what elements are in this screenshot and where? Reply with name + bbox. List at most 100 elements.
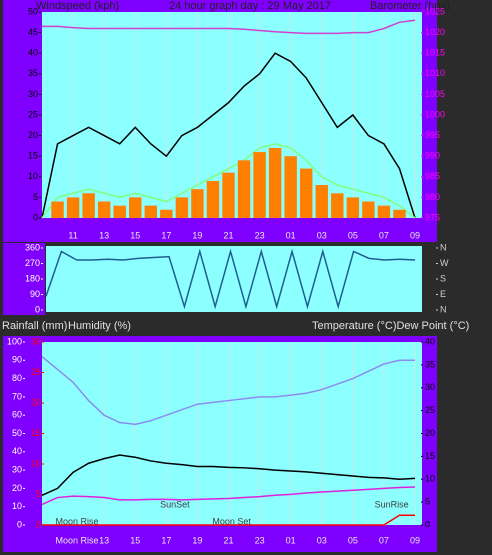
x-tick-label: 13 xyxy=(99,535,109,545)
y-tick-label: 0 xyxy=(36,519,41,529)
y-tick-label: 25 xyxy=(28,109,38,119)
x-tick-label: 19 xyxy=(192,535,202,545)
bar xyxy=(175,197,189,218)
y-tick-label: 20 xyxy=(425,428,435,438)
axis-title: Temperature (°C)Dew Point (°C) xyxy=(312,320,469,332)
bar xyxy=(129,197,142,218)
y-tick-label: 50 xyxy=(12,428,22,438)
y-tick-label: 5 xyxy=(425,497,430,507)
y-tick-label: 40 xyxy=(425,336,435,346)
y-tick-label: 15 xyxy=(425,451,435,461)
y-tick-label: 40 xyxy=(12,446,22,456)
y-tick-label: 1020 xyxy=(425,27,445,37)
x-tick-label: 15 xyxy=(130,535,140,545)
y-tick-label: 270 xyxy=(25,258,40,268)
x-tick-label: 11 xyxy=(68,230,77,240)
data-line xyxy=(45,248,416,310)
y-tick-label: 980 xyxy=(425,192,440,202)
x-tick-label: 17 xyxy=(161,230,171,240)
y-tick-label: 15 xyxy=(31,428,41,438)
axis-title: Rainfall (mm) xyxy=(2,320,67,332)
annotation: Moon Rise xyxy=(55,516,98,526)
x-tick-label: 21 xyxy=(223,535,233,545)
y-tick-label: 5 xyxy=(33,192,38,202)
y-tick-label: 80 xyxy=(12,373,22,383)
annotation: Moon Set xyxy=(212,516,251,526)
y-tick-label: 1010 xyxy=(425,68,445,78)
y-tick-label: 15 xyxy=(28,151,38,161)
x-tick-label: 05 xyxy=(348,535,358,545)
y-tick-label: 35 xyxy=(425,359,435,369)
bar xyxy=(299,168,313,218)
bar xyxy=(393,209,406,218)
y-tick-label: 975 xyxy=(425,212,440,222)
y-tick-label: 360 xyxy=(25,242,40,252)
y-tick-label: 10 xyxy=(31,458,41,468)
bar xyxy=(97,201,111,218)
x-tick-label: 01 xyxy=(286,535,296,545)
plot-area xyxy=(46,246,422,312)
bar xyxy=(315,185,328,218)
y-tick-label: 70 xyxy=(12,391,22,401)
y-tick-label: 30 xyxy=(28,89,38,99)
y-tick-label: 180 xyxy=(25,273,40,283)
x-tick-label: 07 xyxy=(379,230,389,240)
data-line xyxy=(41,356,416,426)
x-tick-label: 23 xyxy=(255,230,265,240)
plot-area xyxy=(42,342,422,525)
bar xyxy=(377,205,391,218)
x-tick-label: 17 xyxy=(161,535,171,545)
y-tick-label: 50 xyxy=(28,6,38,16)
chart-title: 24 hour graph day : 29 May 2017 xyxy=(169,0,331,12)
bar xyxy=(284,156,297,218)
y-tick-label: 5 xyxy=(36,489,41,499)
y-tick-label: 1005 xyxy=(425,89,445,99)
data-line xyxy=(42,19,416,35)
y-tick-label: 40 xyxy=(28,48,38,58)
bar xyxy=(160,209,173,218)
x-tick-label: 01 xyxy=(286,230,296,240)
y-tick-label: 10 xyxy=(12,501,22,511)
bar xyxy=(191,189,204,218)
x-tick-label: 19 xyxy=(192,230,202,240)
axis-title: Windspeed (kph) xyxy=(36,0,119,12)
y-tick-label: 20 xyxy=(28,130,38,140)
bar xyxy=(362,201,375,218)
x-tick-label: 21 xyxy=(223,230,233,240)
data-line xyxy=(41,486,416,506)
bar xyxy=(51,201,64,218)
x-tick-label: 07 xyxy=(379,535,389,545)
y-tick-label: 1015 xyxy=(425,48,445,58)
bar xyxy=(331,193,344,218)
bar xyxy=(268,147,282,218)
y-tick-label: 0 xyxy=(425,519,430,529)
y-tick-label: 25 xyxy=(425,405,435,415)
y-tick-label: 1000 xyxy=(425,109,445,119)
bar xyxy=(113,205,126,218)
x-tick-label: 23 xyxy=(255,535,265,545)
y-tick-label: 100 xyxy=(7,336,22,346)
x-tick-label: 09 xyxy=(410,230,420,240)
axis-title: Barometer (hpa) xyxy=(370,0,450,12)
y-tick-label: 45 xyxy=(28,27,38,37)
y-tick-label: S xyxy=(440,273,446,283)
y-tick-label: N xyxy=(440,242,447,252)
annotation: SunSet xyxy=(160,499,190,509)
y-tick-label: 20 xyxy=(12,483,22,493)
x-tick-label: 03 xyxy=(317,535,327,545)
x-tick-label: 09 xyxy=(410,535,420,545)
data-line xyxy=(42,514,416,526)
bar xyxy=(82,193,95,218)
bar xyxy=(66,197,80,218)
y-tick-label: W xyxy=(440,258,449,268)
y-tick-label: 20 xyxy=(31,397,41,407)
x-tick-label: 15 xyxy=(130,230,140,240)
panel-bg xyxy=(3,243,45,315)
bar xyxy=(222,172,235,218)
annotation: SunRise xyxy=(375,499,409,509)
bar xyxy=(346,197,360,218)
y-tick-label: 0 xyxy=(17,519,22,529)
x-tick-label: 13 xyxy=(99,230,109,240)
